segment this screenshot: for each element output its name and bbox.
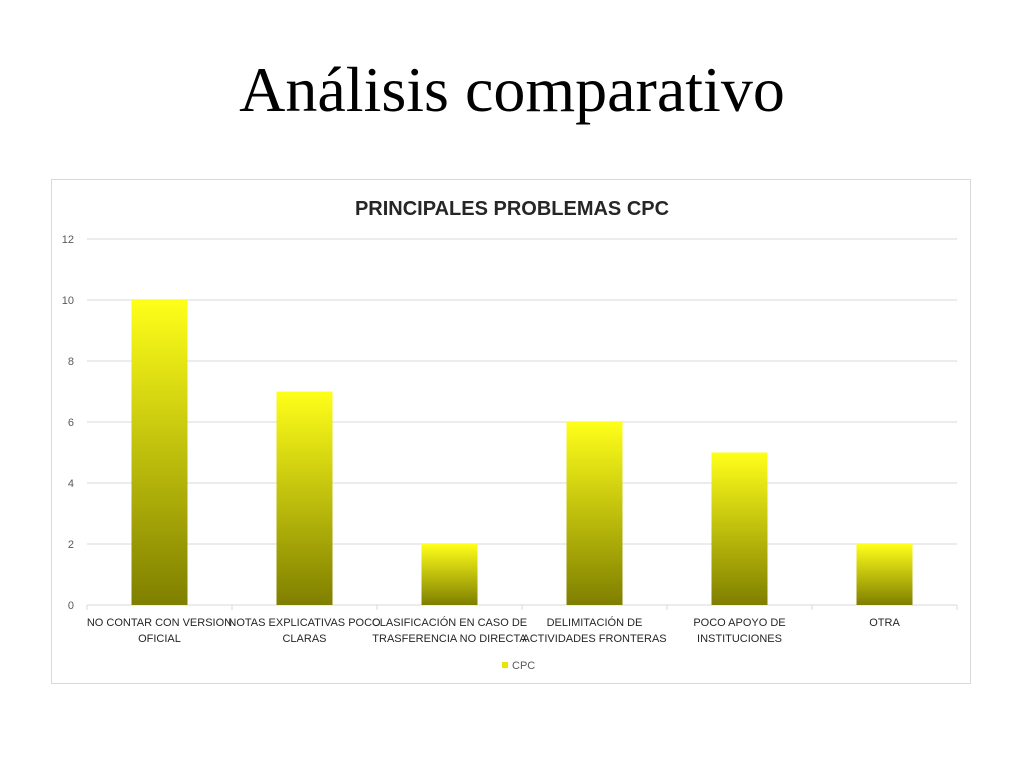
bar <box>856 544 913 605</box>
y-axis-ticks: 0 2 4 6 8 10 12 <box>62 234 74 612</box>
slide-title: Análisis comparativo <box>239 54 785 125</box>
legend-label: CPC <box>512 660 535 672</box>
x-category-label: OTRA <box>869 617 900 629</box>
y-tick-label: 10 <box>62 295 74 307</box>
bars <box>131 300 913 605</box>
bar <box>566 422 623 605</box>
legend: CPC <box>502 660 535 672</box>
x-category-label: NO CONTAR CON VERSION <box>87 617 232 629</box>
bar-chart: PRINCIPALES PROBLEMAS CPC 0 2 4 6 8 10 12 NO C… <box>62 198 958 672</box>
y-tick-label: 2 <box>68 539 74 551</box>
x-category-label: CLARAS <box>282 633 326 645</box>
y-tick-label: 6 <box>68 417 74 429</box>
bar <box>131 300 188 605</box>
x-category-label: OFICIAL <box>138 633 181 645</box>
bar <box>711 452 768 605</box>
x-axis-labels: NO CONTAR CON VERSION OFICIAL NOTAS EXPLIC… <box>87 616 901 645</box>
y-tick-label: 12 <box>62 234 74 246</box>
y-tick-label: 0 <box>68 600 74 612</box>
gridlines <box>86 238 958 610</box>
y-tick-label: 4 <box>68 478 74 490</box>
x-category-label: INSTITUCIONES <box>697 633 782 645</box>
x-category-label: POCO APOYO DE <box>693 617 785 629</box>
x-category-label: ACTIVIDADES FRONTERAS <box>522 633 666 645</box>
x-category-label: CLASIFICACIÓN EN CASO DE <box>372 616 527 629</box>
bar <box>421 544 478 605</box>
chart-frame: PRINCIPALES PROBLEMAS CPC 0 2 4 6 8 10 12 NO C… <box>51 179 971 684</box>
x-category-label: NOTAS EXPLICATIVAS POCO <box>228 617 381 629</box>
x-category-label: TRASFERENCIA NO DIRECTA <box>372 633 527 645</box>
y-tick-label: 8 <box>68 356 74 368</box>
x-category-label: DELIMITACIÓN DE <box>547 616 643 629</box>
legend-swatch <box>502 662 508 668</box>
bar <box>276 391 333 605</box>
chart-title: PRINCIPALES PROBLEMAS CPC <box>355 198 669 220</box>
